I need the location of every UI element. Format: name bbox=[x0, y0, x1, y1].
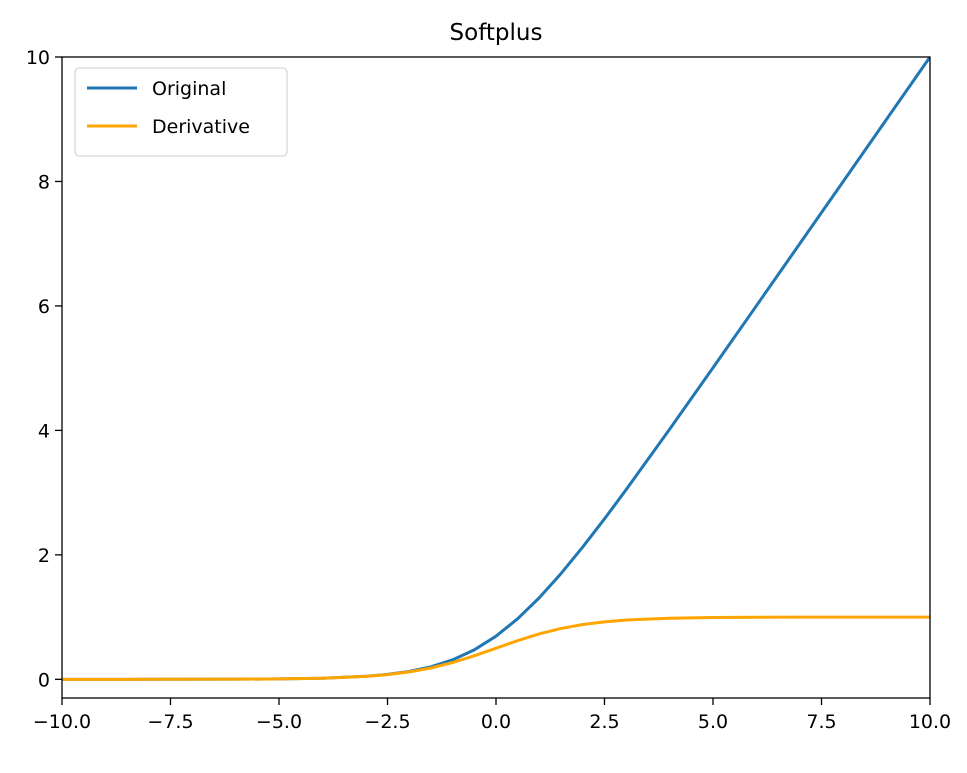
x-axis: −10.0 −7.5 −5.0 −2.5 0.0 2.5 5.0 7.5 10.0 bbox=[33, 698, 951, 733]
legend-label-original: Original bbox=[152, 78, 226, 100]
y-tick-label: 4 bbox=[38, 420, 50, 442]
x-tick-label: 5.0 bbox=[698, 711, 728, 733]
y-tick-label: 2 bbox=[38, 545, 50, 567]
x-tick-label: −10.0 bbox=[33, 711, 91, 733]
legend: Original Derivative bbox=[74, 67, 288, 157]
x-tick-label: 0.0 bbox=[481, 711, 511, 733]
y-tick-label: 10 bbox=[26, 47, 50, 69]
x-tick-label: 10.0 bbox=[909, 711, 951, 733]
chart-title: Softplus bbox=[450, 20, 543, 46]
x-tick-label: −7.5 bbox=[147, 711, 193, 733]
x-tick-label: 7.5 bbox=[806, 711, 836, 733]
legend-box bbox=[74, 67, 288, 157]
series-line-derivative bbox=[62, 615, 930, 681]
x-tick-label: −2.5 bbox=[364, 711, 410, 733]
y-tick-label: 0 bbox=[38, 669, 50, 691]
y-tick-label: 8 bbox=[38, 171, 50, 193]
y-axis: 0 2 4 6 8 10 bbox=[26, 47, 62, 691]
x-tick-label: −5.0 bbox=[256, 711, 302, 733]
y-tick-label: 6 bbox=[38, 296, 50, 318]
legend-label-derivative: Derivative bbox=[152, 116, 250, 138]
x-tick-label: 2.5 bbox=[589, 711, 619, 733]
